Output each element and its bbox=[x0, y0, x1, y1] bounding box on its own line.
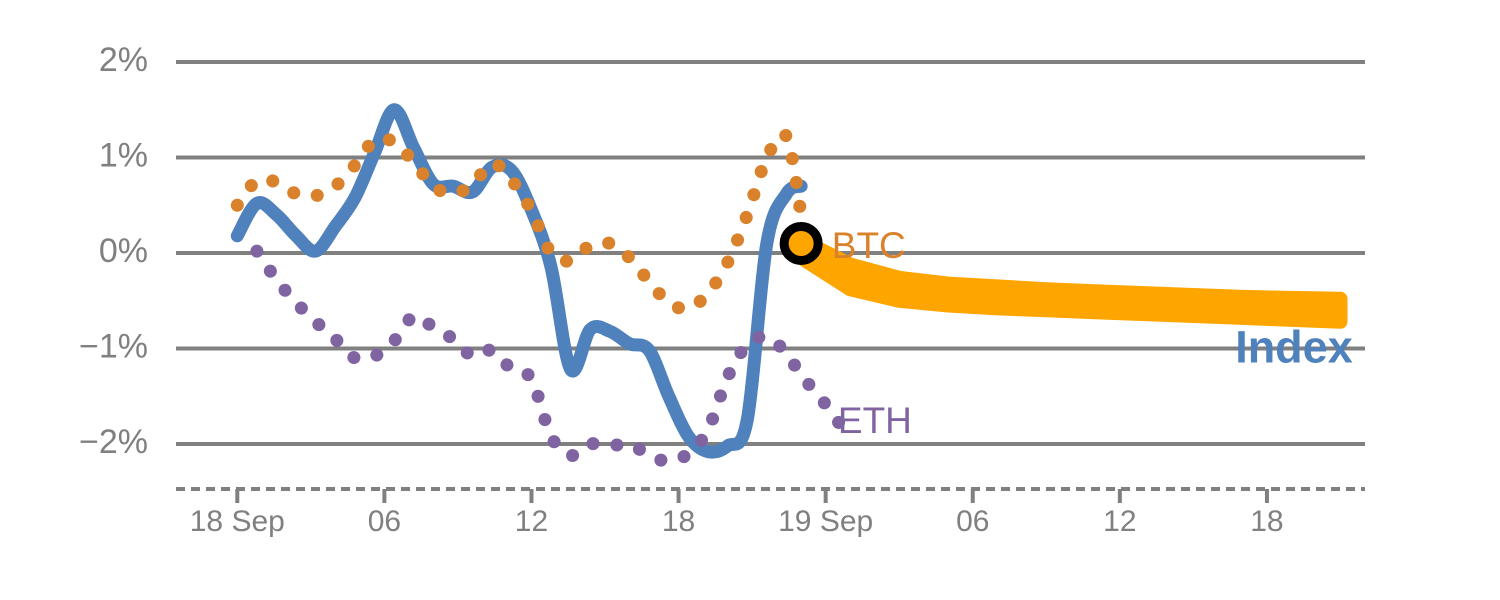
forecast-band bbox=[794, 232, 1348, 329]
x-axis-labels: 18 Sep 06 12 18 19 Sep 06 12 18 bbox=[190, 505, 1284, 538]
series-line-btc bbox=[230, 127, 808, 316]
x-tick-label-0: 18 Sep bbox=[190, 505, 285, 538]
y-tick-label-0: 2% bbox=[99, 41, 148, 79]
annotation-btc: BTC bbox=[832, 225, 906, 266]
y-tick-label-3: −1% bbox=[79, 327, 148, 365]
y-axis-labels: 2% 1% 0% −1% −2% bbox=[79, 41, 148, 461]
annotation-index: Index bbox=[1235, 321, 1353, 372]
annotation-eth: ETH bbox=[838, 400, 912, 441]
y-tick-label-1: 1% bbox=[99, 136, 148, 174]
series-line-eth bbox=[250, 244, 847, 468]
series-layer bbox=[230, 103, 847, 468]
marker-ring bbox=[779, 221, 823, 265]
x-tick-label-7: 18 bbox=[1250, 505, 1283, 538]
x-tick-label-2: 12 bbox=[515, 505, 548, 538]
x-axis bbox=[176, 487, 1365, 503]
series-line-index bbox=[230, 103, 808, 459]
series-annotations: BTC ETH Index bbox=[832, 225, 1353, 441]
y-tick-label-4: −2% bbox=[79, 423, 148, 461]
x-tick-label-6: 12 bbox=[1103, 505, 1136, 538]
x-tick-label-4: 19 Sep bbox=[778, 505, 873, 538]
x-tick-label-1: 06 bbox=[368, 505, 401, 538]
forecast-origin-marker bbox=[779, 221, 823, 265]
x-tick-label-5: 06 bbox=[956, 505, 989, 538]
forecast-band-area bbox=[794, 232, 1348, 329]
x-tick-label-3: 18 bbox=[662, 505, 695, 538]
y-tick-label-2: 0% bbox=[99, 232, 148, 270]
